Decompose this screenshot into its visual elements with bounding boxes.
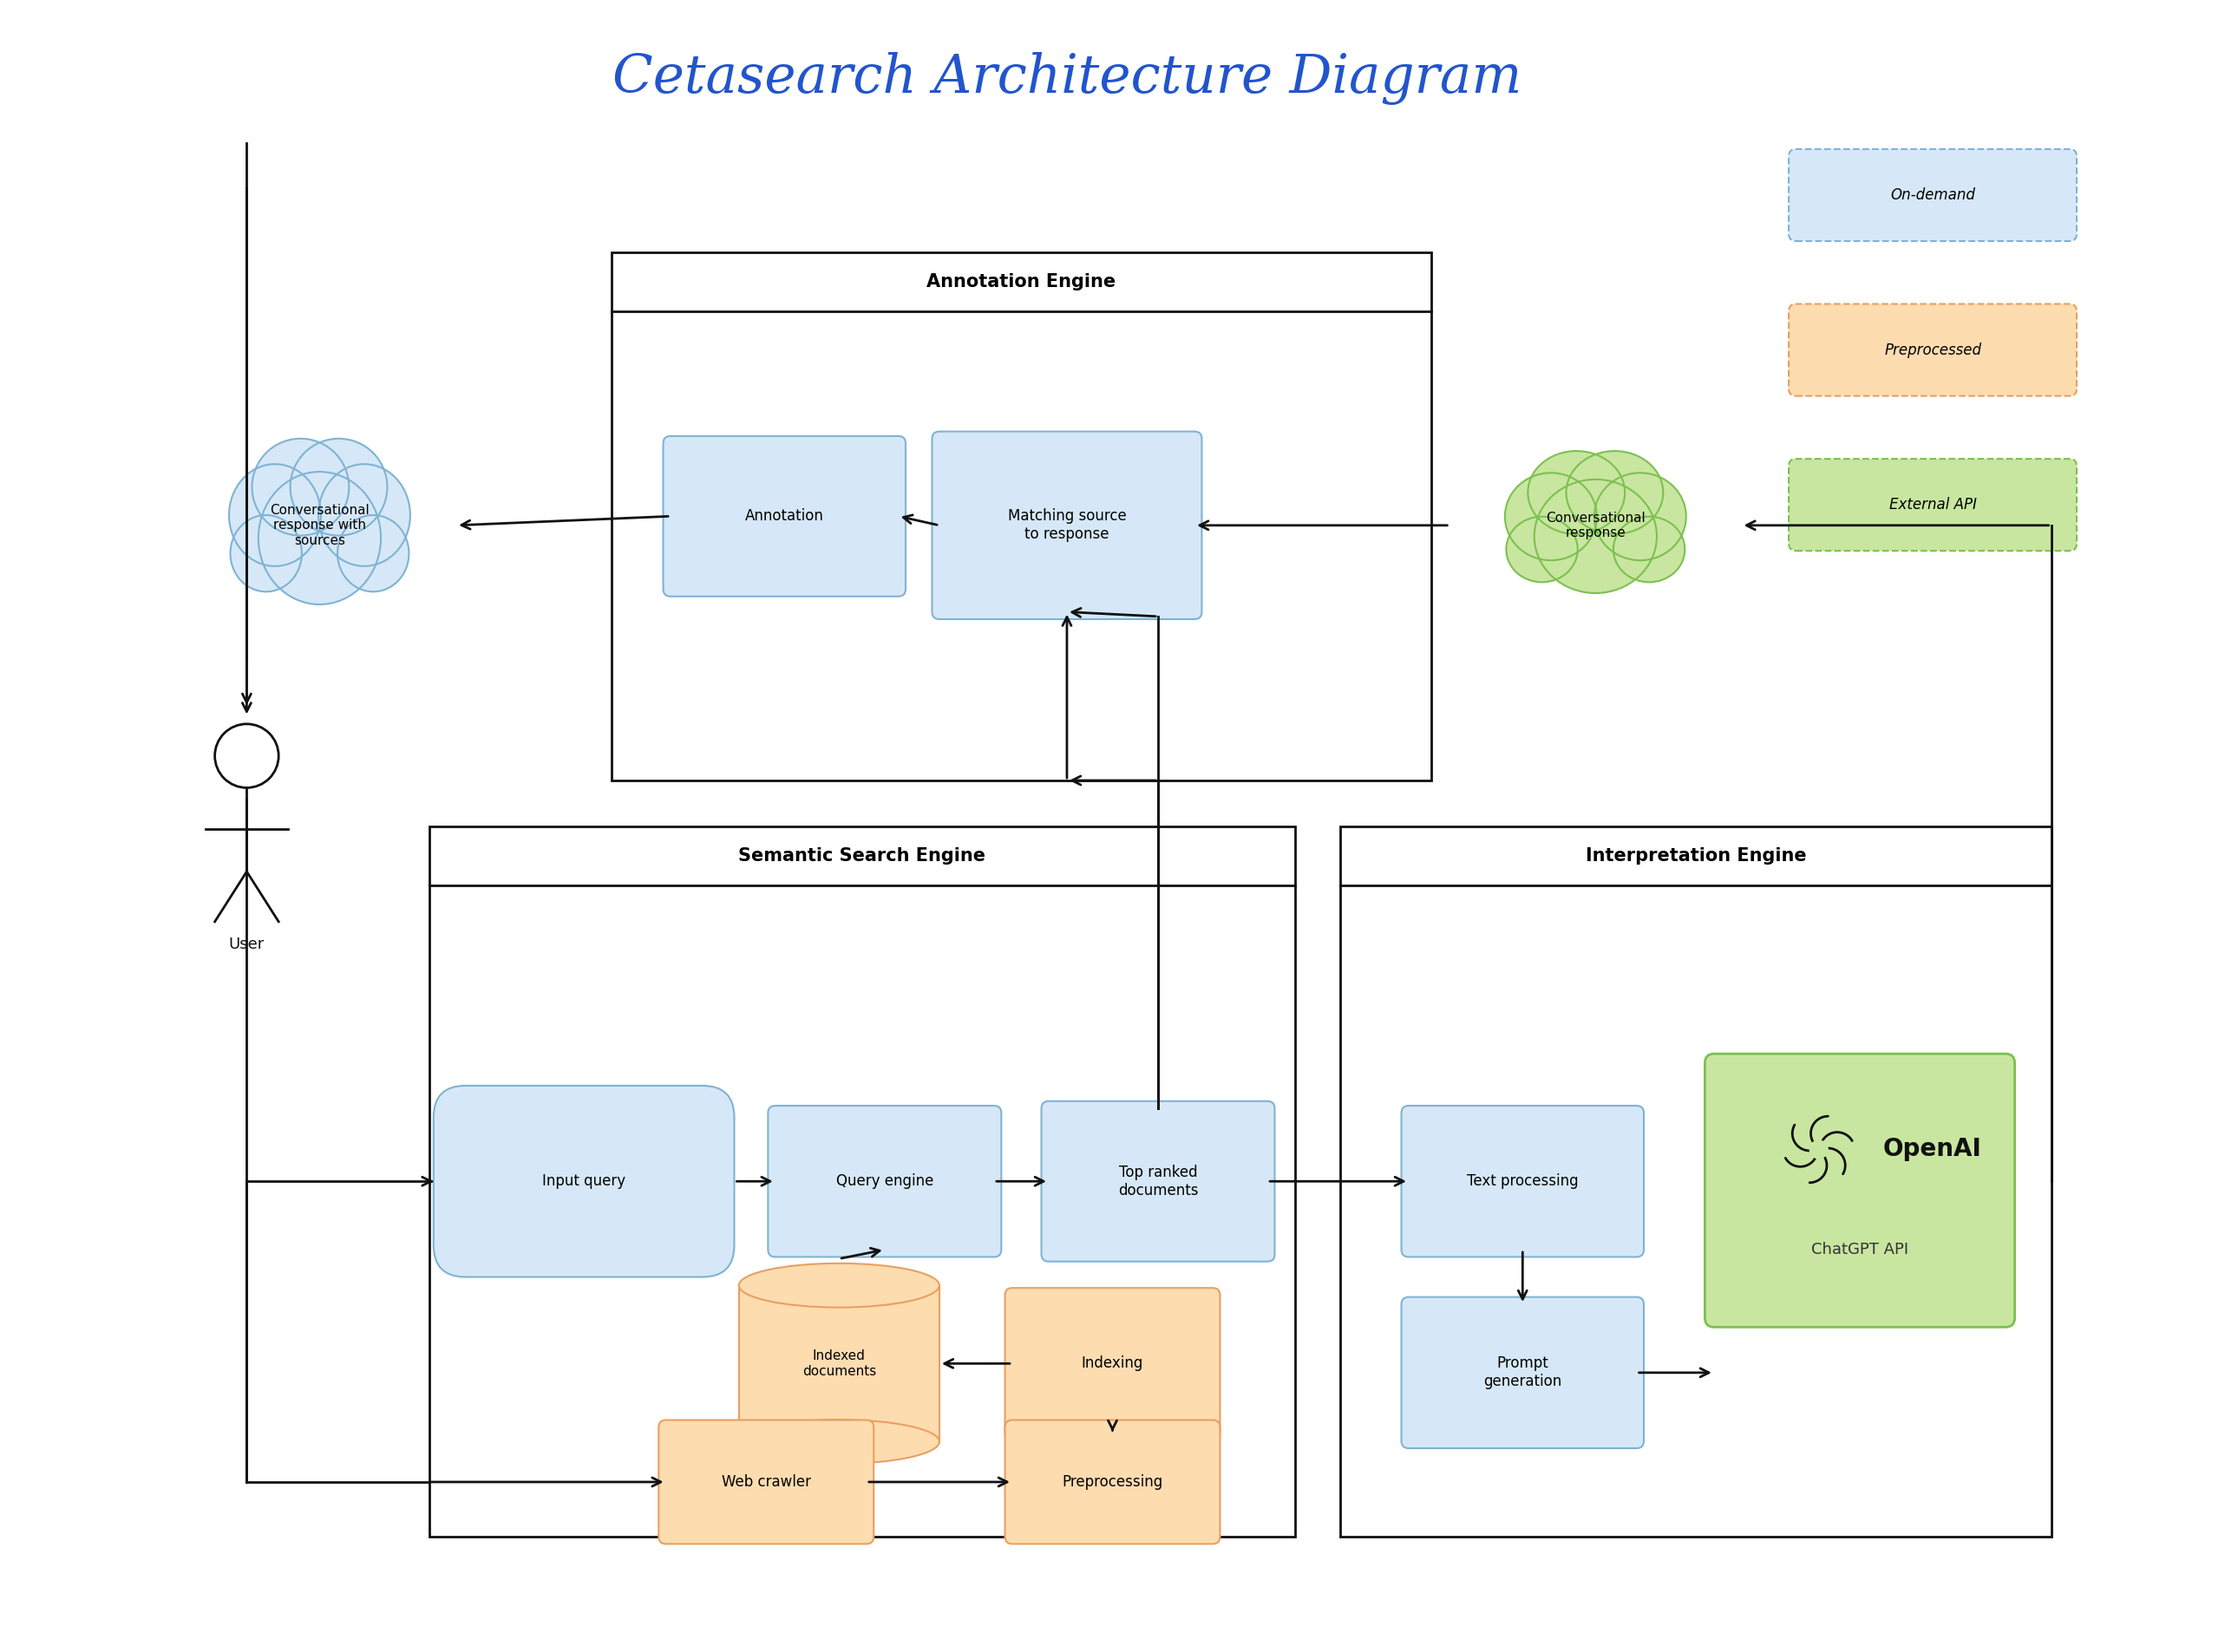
- Text: Annotation Engine: Annotation Engine: [928, 273, 1117, 291]
- FancyBboxPatch shape: [1006, 1421, 1219, 1545]
- Text: Interpretation Engine: Interpretation Engine: [1586, 847, 1807, 864]
- Ellipse shape: [1566, 451, 1662, 534]
- Circle shape: [1809, 1140, 1827, 1158]
- Ellipse shape: [338, 515, 409, 591]
- Text: Input query: Input query: [543, 1173, 625, 1189]
- Bar: [739, 1285, 939, 1442]
- Text: Indexing: Indexing: [1081, 1356, 1144, 1371]
- Ellipse shape: [739, 1264, 939, 1307]
- Text: Prompt
generation: Prompt generation: [1484, 1356, 1562, 1389]
- Text: Query engine: Query engine: [837, 1173, 934, 1189]
- FancyBboxPatch shape: [1704, 1054, 2016, 1327]
- Bar: [1339, 826, 2051, 1536]
- Ellipse shape: [739, 1419, 939, 1464]
- Ellipse shape: [1506, 517, 1578, 582]
- FancyBboxPatch shape: [1789, 149, 2076, 241]
- Ellipse shape: [1535, 479, 1658, 593]
- Ellipse shape: [289, 439, 387, 535]
- Ellipse shape: [1529, 451, 1624, 534]
- Ellipse shape: [318, 464, 409, 567]
- Bar: [429, 826, 1295, 1536]
- FancyBboxPatch shape: [663, 436, 906, 596]
- Text: Indexed
documents: Indexed documents: [803, 1350, 877, 1378]
- Ellipse shape: [231, 515, 303, 591]
- Text: ChatGPT API: ChatGPT API: [1811, 1242, 1909, 1257]
- Text: On-demand: On-demand: [1891, 187, 1976, 203]
- Text: Cetasearch Architecture Diagram: Cetasearch Architecture Diagram: [612, 53, 1522, 106]
- FancyBboxPatch shape: [1789, 459, 2076, 550]
- Ellipse shape: [229, 464, 320, 567]
- Text: Conversational
response: Conversational response: [1546, 510, 1644, 540]
- Text: Text processing: Text processing: [1466, 1173, 1578, 1189]
- Text: Preprocessed: Preprocessed: [1885, 342, 1980, 358]
- FancyBboxPatch shape: [1789, 304, 2076, 396]
- Ellipse shape: [258, 472, 380, 605]
- Text: User: User: [229, 937, 265, 952]
- FancyBboxPatch shape: [1006, 1289, 1219, 1439]
- FancyBboxPatch shape: [1041, 1102, 1275, 1262]
- FancyBboxPatch shape: [659, 1421, 874, 1545]
- FancyBboxPatch shape: [434, 1085, 734, 1277]
- FancyBboxPatch shape: [1402, 1105, 1644, 1257]
- Text: Top ranked
documents: Top ranked documents: [1117, 1165, 1199, 1198]
- Ellipse shape: [1504, 472, 1598, 560]
- Ellipse shape: [251, 439, 349, 535]
- Text: External API: External API: [1889, 497, 1976, 512]
- FancyBboxPatch shape: [932, 431, 1202, 620]
- Text: Preprocessing: Preprocessing: [1061, 1474, 1164, 1490]
- Text: Semantic Search Engine: Semantic Search Engine: [739, 847, 986, 864]
- FancyBboxPatch shape: [768, 1105, 1001, 1257]
- Text: Conversational
response with
sources: Conversational response with sources: [269, 504, 369, 547]
- Text: Web crawler: Web crawler: [721, 1474, 810, 1490]
- Ellipse shape: [1595, 472, 1687, 560]
- Text: Annotation: Annotation: [745, 509, 823, 524]
- Ellipse shape: [1613, 517, 1684, 582]
- Text: OpenAI: OpenAI: [1882, 1137, 1980, 1161]
- Bar: [612, 253, 1431, 780]
- Text: Matching source
to response: Matching source to response: [1008, 509, 1126, 542]
- FancyBboxPatch shape: [1402, 1297, 1644, 1449]
